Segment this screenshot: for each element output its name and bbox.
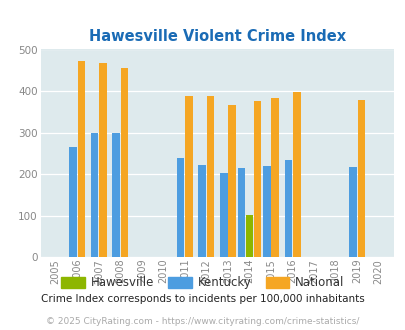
Bar <box>69 147 77 257</box>
Text: © 2025 CityRating.com - https://www.cityrating.com/crime-statistics/: © 2025 CityRating.com - https://www.city… <box>46 317 359 326</box>
Bar <box>220 173 227 257</box>
Bar <box>292 92 300 257</box>
Bar <box>198 165 205 257</box>
Bar <box>357 100 364 257</box>
Bar <box>177 158 184 257</box>
Bar <box>120 68 128 257</box>
Title: Hawesville Violent Crime Index: Hawesville Violent Crime Index <box>88 29 345 44</box>
Bar <box>99 63 107 257</box>
Bar <box>228 105 235 257</box>
Bar <box>284 160 292 257</box>
Bar <box>262 166 270 257</box>
Bar <box>207 96 214 257</box>
Bar <box>271 98 278 257</box>
Bar <box>237 168 245 257</box>
Bar <box>91 134 98 257</box>
Bar <box>112 134 119 257</box>
Bar <box>245 214 253 257</box>
Bar <box>348 167 356 257</box>
Bar <box>77 61 85 257</box>
Bar <box>253 101 260 257</box>
Text: Crime Index corresponds to incidents per 100,000 inhabitants: Crime Index corresponds to incidents per… <box>41 294 364 304</box>
Legend: Hawesville, Kentucky, National: Hawesville, Kentucky, National <box>56 272 349 294</box>
Bar <box>185 96 192 257</box>
